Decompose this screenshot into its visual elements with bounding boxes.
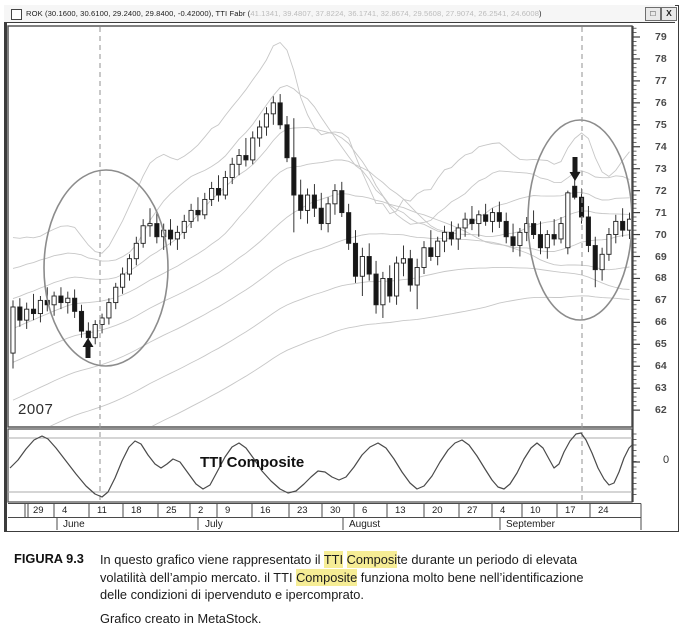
month-label: June <box>63 519 85 530</box>
caption-text: te durante un periodo di elevata <box>397 552 577 567</box>
price-axis-label: 67 <box>655 294 677 306</box>
highlighted-text: Composite <box>296 569 357 586</box>
date-tick-label: 29 <box>33 505 44 516</box>
highlighted-text: Composi <box>347 551 398 568</box>
caption-credit: Grafico creato in MetaStock. <box>100 610 666 627</box>
caption-line: volatilità dell’ampio mercato. il TTI Co… <box>100 569 666 587</box>
price-axis-label: 64 <box>655 360 677 372</box>
window-title: ROK (30.1600, 30.6100, 29.2400, 29.8400,… <box>26 9 542 18</box>
date-tick-label: 4 <box>500 505 505 516</box>
caption-text: In questo grafico viene rappresentato il <box>100 552 324 567</box>
indicator-zero-label: 0 <box>663 454 669 466</box>
figure-caption: In questo grafico viene rappresentato il… <box>100 551 666 627</box>
price-axis-label: 71 <box>655 207 677 219</box>
price-axis-label: 75 <box>655 119 677 131</box>
month-label: July <box>205 519 223 530</box>
price-axis-label: 70 <box>655 229 677 241</box>
window-system-icon[interactable] <box>11 9 22 20</box>
caption-text: delle condizioni di ipervenduto e iperco… <box>100 587 364 602</box>
metastock-window <box>4 5 679 532</box>
price-axis-label: 65 <box>655 338 677 350</box>
date-tick-label: 9 <box>225 505 230 516</box>
caption-line: delle condizioni di ipervenduto e iperco… <box>100 586 666 604</box>
date-tick-label: 20 <box>432 505 443 516</box>
date-tick-label: 11 <box>97 505 107 516</box>
month-label: August <box>349 519 380 530</box>
price-axis-label: 72 <box>655 185 677 197</box>
close-button[interactable]: X <box>661 7 677 21</box>
caption-line: In questo grafico viene rappresentato il… <box>100 551 666 569</box>
date-tick-label: 17 <box>565 505 576 516</box>
date-tick-label: 27 <box>467 505 478 516</box>
price-axis-label: 76 <box>655 97 677 109</box>
date-tick-label: 16 <box>260 505 271 516</box>
price-axis-label: 78 <box>655 53 677 65</box>
date-tick-label: 10 <box>530 505 541 516</box>
window-title-paren: ) <box>539 9 542 18</box>
highlighted-text: TTI <box>324 551 343 568</box>
price-axis-label: 74 <box>655 141 677 153</box>
price-axis-label: 73 <box>655 163 677 175</box>
figure-label: FIGURA 9.3 <box>14 551 84 566</box>
caption-text: funziona molto bene nell’identificazione <box>357 570 583 585</box>
price-axis-label: 66 <box>655 316 677 328</box>
window-title-main: ROK (30.1600, 30.6100, 29.2400, 29.8400,… <box>26 9 250 18</box>
price-axis-label: 69 <box>655 251 677 263</box>
date-tick-label: 25 <box>166 505 177 516</box>
year-label: 2007 <box>18 401 53 418</box>
date-tick-label: 4 <box>62 505 67 516</box>
date-tick-label: 30 <box>330 505 341 516</box>
indicator-title: TTI Composite <box>200 454 304 471</box>
window-title-values: 41.1341, 39.4807, 37.8224, 36.1741, 32.8… <box>250 9 539 18</box>
price-axis-label: 62 <box>655 404 677 416</box>
date-tick-label: 23 <box>297 505 308 516</box>
date-tick-label: 24 <box>598 505 609 516</box>
restore-button[interactable]: □ <box>645 7 661 21</box>
month-label: September <box>506 519 555 530</box>
caption-text: volatilità dell’ampio mercato. il TTI <box>100 570 296 585</box>
price-axis-label: 68 <box>655 272 677 284</box>
date-tick-label: 13 <box>395 505 406 516</box>
price-axis-label: 77 <box>655 75 677 87</box>
price-axis-label: 79 <box>655 31 677 43</box>
date-tick-label: 18 <box>131 505 142 516</box>
price-axis-label: 63 <box>655 382 677 394</box>
date-tick-label: 2 <box>198 505 203 516</box>
date-tick-label: 6 <box>362 505 367 516</box>
